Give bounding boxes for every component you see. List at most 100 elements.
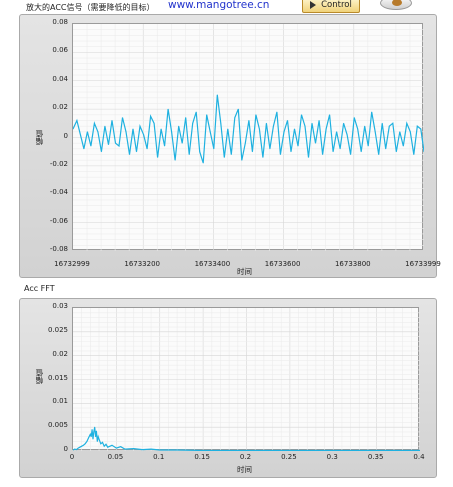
acc-signal-data-point (83, 148, 85, 150)
acc-signal-data-point (339, 148, 341, 150)
acc-signal-data-point (276, 111, 278, 113)
fft-data-point (105, 443, 107, 445)
fft-data-point (95, 436, 96, 438)
acc-signal-data-point (244, 142, 246, 144)
acc-signal-y-tick-label: 0.02 (52, 103, 68, 112)
acc-signal-data-point (332, 151, 334, 153)
acc-signal-data-point (255, 114, 257, 116)
acc-signal-data-point (97, 131, 99, 133)
acc-signal-data-point (399, 131, 401, 133)
fft-x-tick-label: 0.35 (367, 453, 384, 461)
acc-signal-data-point (153, 122, 155, 124)
fft-data-point (76, 449, 77, 450)
play-icon (310, 1, 317, 9)
acc-signal-x-tick-label: 16733999 (405, 260, 441, 268)
acc-signal-data-point (406, 122, 408, 124)
fft-data-point (74, 448, 76, 450)
acc-signal-data-point (185, 117, 187, 119)
acc-signal-y-tick-label: -0.04 (49, 188, 68, 197)
fft-data-point (332, 450, 334, 451)
acc-signal-data-point (297, 145, 299, 147)
acc-signal-data-point (318, 120, 320, 121)
acc-signal-y-tick-label: -0.06 (49, 216, 68, 225)
fft-data-point (176, 449, 178, 451)
acc-signal-data-point (251, 151, 253, 153)
fft-xlabel: 时间 (237, 465, 252, 474)
acc-signal-data-point (216, 94, 218, 96)
acc-signal-data-point (416, 125, 418, 127)
acc-signal-data-point (350, 154, 352, 155)
fft-data-point (86, 441, 88, 442)
acc-signal-chart (72, 24, 425, 251)
fft-data-point (100, 443, 102, 445)
acc-signal-data-point (227, 128, 229, 130)
fft-data-point (102, 442, 103, 443)
acc-signal-data-point (188, 154, 190, 155)
fft-xticks: 0 0.05 0.1 0.15 0.2 0.25 0.3 0.35 0.4 (20, 453, 438, 467)
acc-signal-data-point (388, 125, 390, 127)
acc-signal-data-point (336, 131, 338, 133)
fft-data-point (91, 429, 93, 430)
acc-signal-data-point (90, 145, 92, 147)
fft-data-point (103, 445, 105, 447)
acc-signal-xticks: 16732999 16733200 16733400 16733600 16733800… (20, 260, 441, 274)
fft-x-tick-label: 0.25 (281, 453, 297, 461)
acc-signal-data-point (139, 125, 141, 127)
fft-data-point (115, 447, 117, 449)
fft-data-point (289, 450, 291, 451)
acc-signal-data-point (325, 128, 327, 130)
acc-signal-data-point (146, 148, 148, 150)
acc-signal-data-point (269, 148, 271, 150)
round-toggle-button[interactable] (380, 0, 412, 10)
fft-data-point (124, 448, 126, 450)
acc-signal-plot-area[interactable] (72, 23, 425, 251)
fft-x-tick-label: 0.15 (194, 453, 210, 461)
fft-data-point (111, 444, 113, 446)
acc-signal-data-point (248, 120, 250, 121)
acc-signal-data-point (79, 134, 81, 136)
acc-signal-data-point (367, 145, 369, 147)
fft-chart-title: Acc FFT (24, 284, 55, 293)
acc-signal-x-tick-label: 16733200 (124, 260, 160, 268)
fft-data-point (88, 437, 90, 439)
acc-signal-data-point (192, 122, 194, 124)
fft-data-point (79, 446, 81, 448)
acc-signal-data-point (395, 151, 397, 153)
acc-signal-data-point (287, 120, 288, 121)
fft-data-point (133, 448, 135, 450)
acc-signal-data-point (202, 162, 204, 164)
acc-signal-data-point (258, 128, 260, 130)
acc-signal-data-point (150, 115, 151, 117)
acc-signal-data-point (108, 144, 109, 145)
fft-plot-area[interactable] (72, 307, 421, 452)
acc-signal-data-point (280, 154, 281, 155)
fft-data-point (89, 433, 91, 435)
acc-signal-data-point (122, 117, 123, 119)
acc-signal-data-point (86, 131, 88, 133)
acc-signal-data-point (266, 122, 267, 124)
acc-signal-y-tick-label: -0.02 (49, 159, 68, 168)
acc-signal-data-point (322, 154, 323, 155)
acc-signal-data-point (220, 122, 222, 124)
control-button[interactable]: Control (302, 0, 360, 13)
acc-signal-data-point (129, 154, 130, 155)
acc-signal-data-point (101, 151, 102, 153)
fft-data-point (92, 438, 94, 440)
acc-signal-data-point (262, 156, 264, 158)
fft-x-tick-label: 0.4 (413, 453, 425, 461)
acc-signal-data-point (385, 148, 387, 150)
acc-signal-data-point (230, 154, 232, 155)
acc-signal-data-point (241, 159, 243, 161)
fft-y-tick-label: 0.025 (47, 325, 68, 334)
acc-signal-data-point (381, 122, 383, 124)
acc-signal-data-point (392, 122, 394, 124)
acc-signal-xlabel: 时间 (237, 267, 252, 276)
fft-x-tick-label: 0.2 (239, 453, 252, 461)
fft-y-tick-label: 0.02 (52, 349, 68, 358)
acc-signal-data-point (304, 125, 306, 127)
website-link[interactable]: www.mangotree.cn (168, 0, 270, 11)
fft-data-point (107, 446, 109, 448)
acc-signal-y-tick-label: 0.04 (52, 74, 68, 83)
fft-data-point (93, 431, 95, 433)
acc-signal-data-point (209, 131, 211, 133)
